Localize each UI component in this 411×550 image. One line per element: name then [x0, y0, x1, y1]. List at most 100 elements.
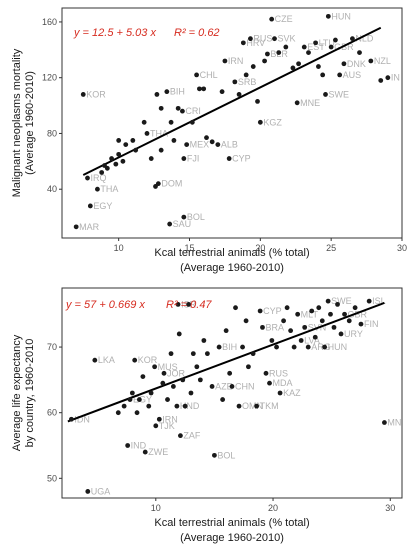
data-point [121, 403, 127, 409]
data-point [182, 403, 188, 409]
data-point [68, 416, 74, 422]
data-point [255, 98, 260, 104]
point-label: BRA [265, 322, 284, 332]
data-point [338, 331, 344, 337]
point-label: HND [180, 401, 200, 411]
point-label: MAR [79, 222, 100, 232]
regression-line [82, 26, 382, 176]
data-point [168, 351, 174, 357]
data-point [341, 61, 347, 67]
x-tick-label: 30 [397, 243, 407, 253]
data-point [295, 311, 301, 317]
data-point [180, 377, 186, 383]
fit-equation: y = 57 + 0.669 x [65, 299, 145, 311]
data-point [298, 338, 304, 343]
data-point [267, 380, 272, 386]
data-point [312, 334, 318, 340]
point-label: IN [391, 73, 400, 83]
point-label: EGY [93, 201, 112, 211]
data-point [156, 416, 162, 422]
data-point [352, 305, 358, 311]
data-point [291, 344, 297, 350]
data-point [209, 384, 215, 389]
data-point [301, 44, 307, 50]
point-label: KAZ [283, 388, 301, 398]
data-point [141, 119, 147, 125]
data-point [153, 423, 159, 429]
point-label: ZWE [148, 447, 168, 457]
point-label: BIH [222, 342, 237, 352]
point-label: SWE [329, 89, 350, 99]
y-axis-sublabel: (Average 1960-2010) [24, 71, 36, 175]
data-point [350, 36, 355, 42]
point-label: URY [344, 329, 363, 339]
x-tick-label: 20 [268, 503, 278, 513]
data-point [130, 138, 136, 143]
data-point [378, 78, 384, 83]
point-label: BOL [217, 450, 235, 460]
point-label: SRB [238, 77, 257, 87]
data-point [212, 452, 217, 458]
data-point [323, 92, 328, 97]
data-point [294, 100, 300, 106]
data-point [263, 370, 269, 376]
point-label: SWE [331, 296, 352, 306]
data-point [248, 36, 253, 42]
data-point [229, 384, 235, 389]
data-point [161, 370, 167, 376]
data-point [277, 390, 283, 396]
point-label: CYP [232, 154, 251, 164]
y-tick-label: 80 [47, 128, 57, 138]
data-point [113, 161, 119, 167]
point-label: RUS [269, 368, 288, 378]
point-label: LVA [304, 336, 320, 346]
plot-border [61, 287, 403, 499]
data-point [146, 403, 152, 409]
data-point [180, 108, 185, 114]
data-point [152, 364, 158, 370]
x-tick-label: 30 [385, 503, 395, 513]
data-point [357, 50, 362, 56]
data-point [283, 44, 289, 50]
data-point [219, 89, 225, 95]
y-axis-label: Average life expectancy [11, 334, 23, 451]
data-point [226, 156, 232, 161]
data-point [220, 397, 226, 402]
data-point [319, 318, 325, 324]
data-point [320, 72, 326, 78]
data-point [269, 338, 275, 343]
data-point [109, 156, 114, 161]
plot-border [61, 7, 403, 239]
r-squared: R² = 0.47 [166, 299, 212, 311]
y-tick-label: 40 [47, 184, 57, 194]
data-point [175, 302, 181, 307]
data-point [306, 50, 311, 56]
data-point [382, 420, 387, 425]
point-label: KOR [138, 355, 158, 365]
data-point [328, 44, 334, 50]
point-label: CYP [263, 306, 282, 316]
data-point [197, 377, 203, 383]
data-point [281, 318, 286, 324]
point-label: TJK [159, 421, 175, 431]
data-point [132, 357, 138, 363]
point-label: AZE [215, 381, 233, 391]
data-point [342, 311, 347, 317]
data-point [215, 142, 221, 148]
data-point [346, 318, 352, 324]
data-point [127, 397, 133, 402]
data-point [204, 351, 210, 357]
point-label: MLT [301, 309, 319, 319]
point-label: MEX [190, 140, 210, 150]
point-label: IRN [162, 414, 178, 424]
data-point [133, 147, 139, 153]
data-point [335, 302, 340, 307]
data-point [313, 40, 318, 46]
data-point [250, 64, 256, 69]
point-label: NZL [374, 56, 391, 66]
point-label: EST [307, 42, 325, 52]
point-label: OMN [242, 401, 263, 411]
data-point [175, 105, 181, 111]
point-label: NLD [355, 34, 374, 44]
